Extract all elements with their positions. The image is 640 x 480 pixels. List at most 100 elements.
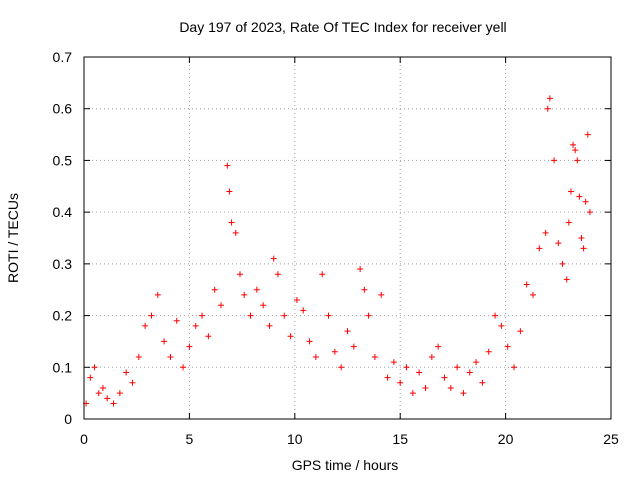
y-tick-label: 0.5 (53, 152, 73, 168)
data-point (523, 281, 530, 288)
data-point (574, 157, 581, 164)
data-point (344, 328, 351, 335)
data-point (441, 374, 448, 381)
x-tick-label: 0 (80, 431, 88, 447)
data-point (110, 400, 117, 407)
data-point (479, 379, 486, 386)
data-point (247, 312, 254, 319)
data-point (485, 348, 492, 355)
x-tick-label: 5 (186, 431, 194, 447)
data-point (116, 390, 123, 397)
x-tick-label: 25 (603, 431, 619, 447)
data-point (563, 276, 570, 283)
data-point (274, 271, 281, 278)
data-point (447, 384, 454, 391)
data-point (300, 307, 307, 314)
chart-title: Day 197 of 2023, Rate Of TEC Index for r… (179, 19, 506, 35)
data-point (91, 364, 98, 371)
data-point (473, 359, 480, 366)
data-point (211, 286, 218, 293)
data-point (99, 384, 106, 391)
data-point (260, 302, 267, 309)
data-point (582, 198, 589, 205)
data-point (397, 379, 404, 386)
data-point (551, 157, 558, 164)
y-tick-label: 0.6 (53, 101, 73, 117)
plot-frame (83, 56, 612, 420)
data-point (559, 260, 566, 267)
data-point (123, 369, 130, 376)
y-tick-label: 0 (64, 411, 72, 427)
data-point (390, 359, 397, 366)
data-point (142, 322, 149, 329)
data-point (409, 390, 416, 397)
data-point (371, 353, 378, 360)
axis-ticks: 0 5 10 15 20 25 0 0.1 0.2 0.3 0.4 0.5 0.6 0.7 (53, 49, 619, 447)
data-point (253, 286, 260, 293)
data-point (306, 338, 313, 345)
data-point (422, 384, 429, 391)
y-tick-label: 0.4 (53, 204, 73, 220)
data-point (567, 188, 574, 195)
data-point (281, 312, 288, 319)
data-point (498, 322, 505, 329)
data-point (578, 235, 585, 241)
data-point (536, 245, 543, 252)
data-point (546, 95, 553, 102)
data-point (504, 343, 511, 350)
data-point (530, 291, 537, 298)
data-point (129, 379, 136, 386)
data-point (542, 229, 549, 236)
data-point (293, 297, 300, 304)
data-point (95, 390, 102, 397)
data-point (226, 188, 233, 195)
data-point (492, 312, 499, 319)
y-axis-label: ROTI / TECUs (5, 193, 21, 283)
x-tick-label: 15 (392, 431, 408, 447)
data-point (167, 353, 174, 360)
data-point (511, 364, 518, 371)
data-point (287, 333, 294, 340)
data-point (312, 353, 319, 360)
y-tick-label: 0.2 (53, 308, 73, 324)
data-point (87, 374, 94, 381)
data-point (319, 271, 326, 278)
data-point (586, 209, 593, 216)
data-point (576, 193, 583, 200)
data-point (350, 343, 357, 350)
data-point (192, 322, 199, 329)
data-point (403, 364, 410, 371)
data-point (270, 255, 277, 262)
data-point (584, 131, 591, 138)
data-point (205, 333, 212, 340)
data-point (228, 219, 235, 226)
data-point (199, 312, 206, 319)
data-point (378, 291, 385, 298)
y-tick-label: 0.1 (53, 359, 73, 375)
data-point (161, 338, 168, 345)
data-point (435, 343, 442, 350)
data-point (416, 369, 423, 376)
data-point (104, 395, 111, 402)
data-point (460, 390, 467, 397)
data-point (565, 219, 572, 226)
data-point (572, 147, 579, 154)
data-point (148, 312, 155, 319)
data-point (154, 291, 161, 298)
x-tick-label: 10 (287, 431, 303, 447)
data-point (555, 240, 562, 247)
x-tick-label: 20 (498, 431, 514, 447)
data-point (428, 353, 435, 360)
grid-lines (84, 57, 611, 419)
data-point (570, 141, 577, 148)
data-point (517, 328, 524, 335)
data-point (180, 364, 187, 371)
data-point (135, 353, 142, 360)
data-point (338, 364, 345, 371)
data-point (218, 302, 225, 309)
x-axis-label: GPS time / hours (292, 457, 399, 473)
data-point (544, 105, 551, 112)
data-point (236, 271, 243, 278)
